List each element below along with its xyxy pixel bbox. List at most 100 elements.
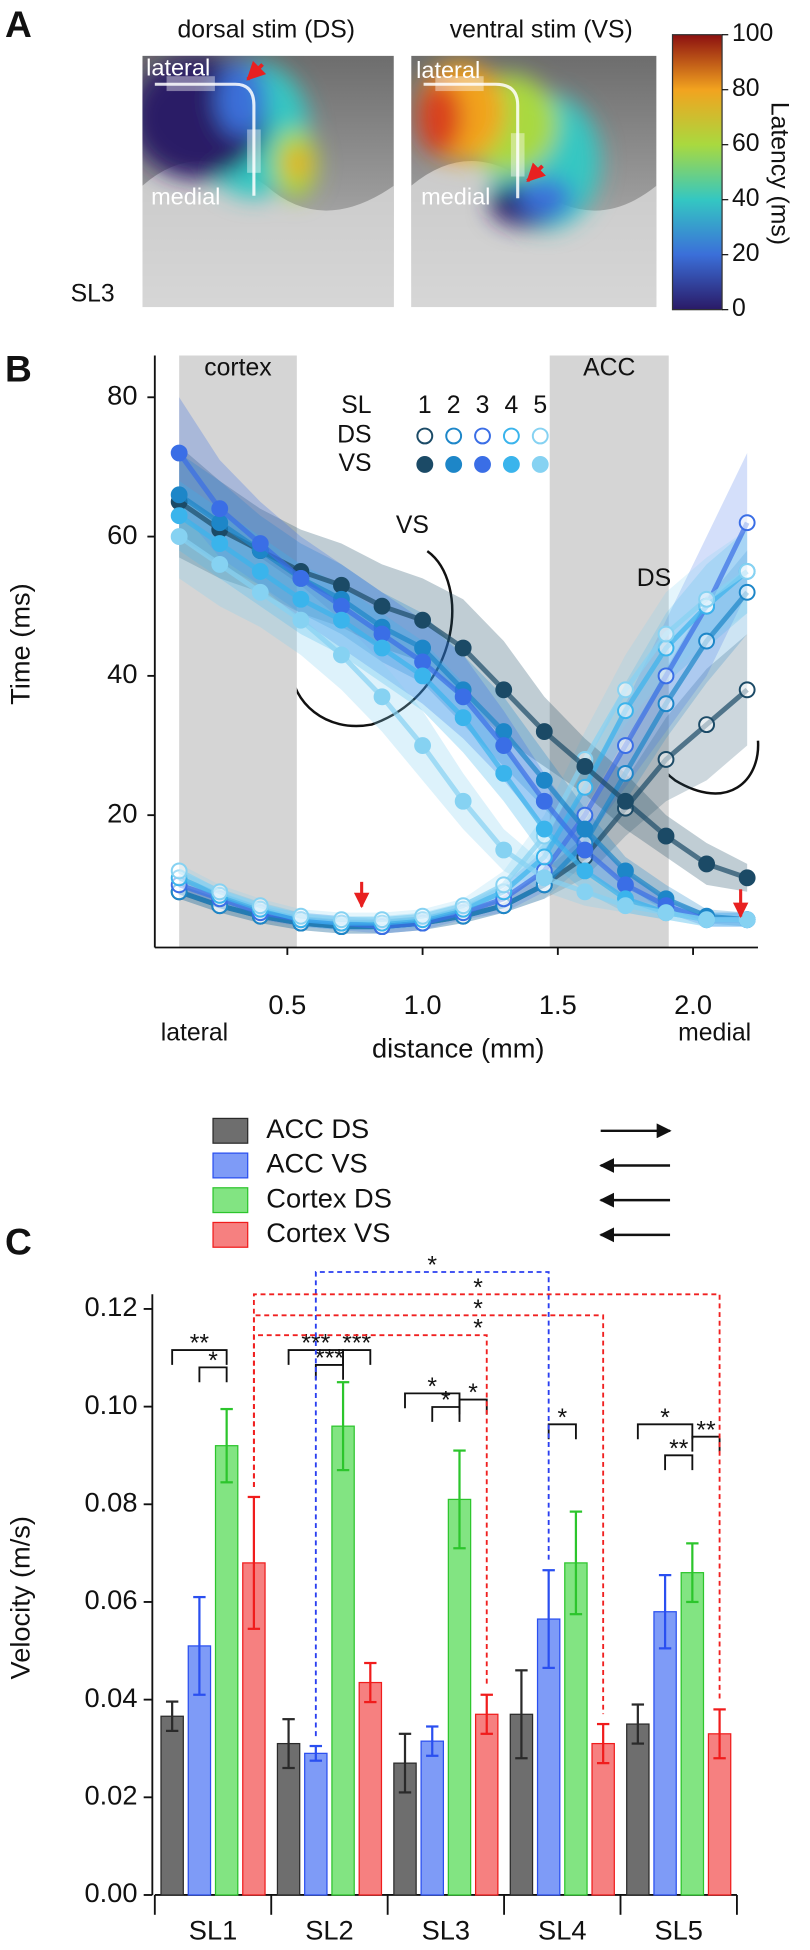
significance-bracket: [636, 1423, 694, 1440]
legend-marker: [474, 427, 491, 445]
y-tick-label: 0.00: [84, 1877, 137, 1908]
x-tick-label: 1.0: [404, 989, 442, 1020]
significance-bracket: [342, 1349, 372, 1365]
legend-swatch: [212, 1152, 249, 1179]
y-tick-label: 40: [107, 658, 137, 689]
orientation-label: medial: [151, 183, 220, 209]
data-point: [373, 597, 391, 615]
bar: [447, 1498, 472, 1896]
legend-label: Cortex VS: [266, 1217, 390, 1248]
legend-marker: [416, 427, 434, 445]
data-point: [170, 862, 188, 880]
colorbar-tick-label: 0: [732, 295, 746, 322]
image-title: dorsal stim (DS): [178, 17, 356, 44]
significance-label: *: [660, 1405, 670, 1432]
data-point: [617, 876, 634, 894]
data-point: [576, 862, 594, 880]
data-point: [657, 625, 675, 643]
y-tick-label: 60: [107, 519, 137, 550]
data-point: [211, 535, 229, 552]
annotation: VS: [396, 512, 429, 539]
bar: [474, 1713, 499, 1896]
data-point: [373, 688, 391, 706]
data-point: [657, 667, 675, 685]
legend-marker: [502, 427, 520, 445]
data-point: [576, 820, 594, 838]
data-point: [495, 764, 513, 782]
latency-map-vs: [411, 55, 657, 308]
legend-row-label: DS: [337, 422, 371, 449]
data-point: [738, 562, 756, 580]
data-point: [535, 723, 553, 741]
y-tick-label: 0.12: [84, 1291, 137, 1322]
significance-label: *: [473, 1296, 483, 1323]
data-point: [698, 590, 716, 608]
significance-bracket: [458, 1398, 488, 1415]
legend-marker: [502, 456, 520, 473]
data-point: [617, 792, 634, 810]
x-tick-label: SL1: [189, 1914, 237, 1945]
significance-label: *: [468, 1380, 478, 1407]
data-point: [333, 597, 350, 615]
data-point: [454, 897, 472, 915]
data-point: [292, 611, 310, 629]
legend-marker: [531, 427, 549, 445]
data-point: [495, 876, 513, 894]
bar: [626, 1723, 650, 1896]
significance-label: *: [441, 1388, 451, 1415]
significance-label: **: [669, 1436, 689, 1463]
data-point: [617, 681, 634, 699]
legend-level: 5: [533, 392, 547, 419]
colorbar-tick-label: 60: [732, 130, 760, 157]
bar: [304, 1752, 328, 1896]
bar: [160, 1715, 184, 1896]
slice-label: SL3: [71, 280, 115, 307]
data-point: [576, 778, 594, 796]
significance-bracket: [314, 1363, 345, 1380]
direction-arrows: [599, 1123, 672, 1243]
data-point: [414, 737, 432, 754]
legend-swatch: [212, 1117, 249, 1144]
y-tick-label: 0.10: [84, 1389, 137, 1420]
data-point: [292, 590, 310, 608]
bar: [680, 1572, 705, 1896]
colorbar-tick-label: 100: [732, 20, 773, 47]
data-point: [657, 695, 675, 713]
legend-marker: [531, 456, 549, 473]
data-point: [698, 911, 716, 929]
data-point: [251, 897, 269, 915]
significance-label: *: [427, 1253, 437, 1280]
significance-label: *: [208, 1348, 218, 1375]
data-point: [414, 667, 432, 685]
x-tick-label: SL5: [654, 1914, 702, 1945]
data-point: [414, 907, 432, 925]
data-point: [535, 848, 553, 866]
bar: [214, 1445, 239, 1896]
data-point: [495, 737, 513, 754]
significance-bracket: [547, 1423, 577, 1440]
data-point: [698, 855, 716, 873]
legend-title: SL: [341, 392, 371, 419]
legend-marker: [416, 456, 434, 473]
bar: [591, 1742, 615, 1896]
data-point: [535, 869, 553, 887]
colorbar-label: Latency (ms): [765, 102, 792, 245]
data-point: [698, 632, 716, 650]
data-point: [251, 583, 269, 601]
y-tick-label: 20: [107, 797, 137, 828]
data-point: [657, 904, 675, 922]
data-point: [617, 702, 634, 720]
data-point: [738, 869, 756, 887]
significance-bracket: [664, 1454, 694, 1471]
legend-swatch: [212, 1187, 249, 1214]
image-title: ventral stim (VS): [450, 17, 633, 44]
region-label: ACC: [583, 355, 635, 382]
vs-arc: [289, 550, 454, 728]
significance-bracket: [252, 1334, 488, 1685]
bar: [331, 1425, 355, 1896]
significance-label: *: [473, 1316, 483, 1343]
data-point: [495, 681, 513, 699]
colorbar-tick-label: 40: [732, 185, 760, 212]
significance-label: *: [473, 1275, 483, 1302]
